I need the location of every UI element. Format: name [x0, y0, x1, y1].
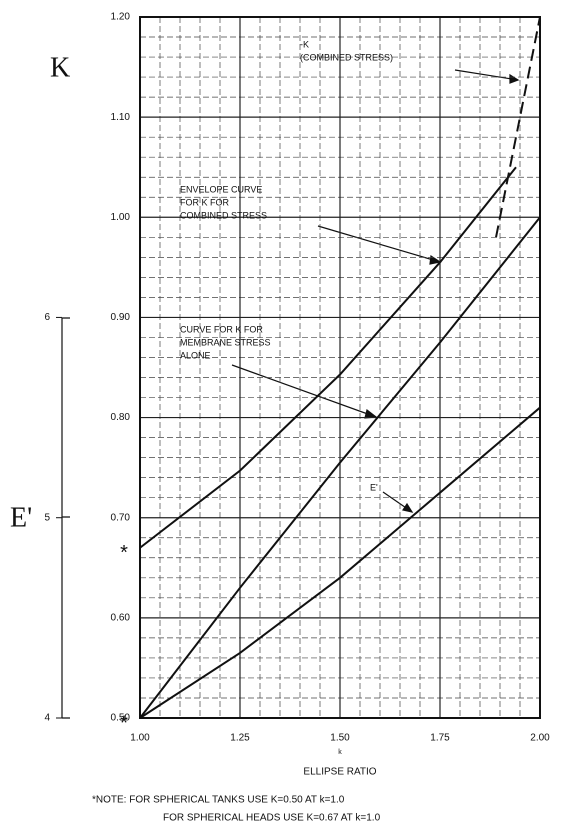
curve-label: E': [370, 482, 378, 492]
y-tick-label: 0.80: [111, 412, 131, 423]
series-line: [495, 16, 541, 238]
note-line: *NOTE: FOR SPHERICAL TANKS USE K=0.50 AT…: [92, 795, 345, 806]
plot-frame: [139, 16, 541, 719]
curve-label: MEMBRANE STRESS: [180, 337, 271, 347]
series-line: [139, 216, 541, 719]
note-line: FOR SPHERICAL HEADS USE K=0.67 AT k=1.0: [163, 813, 381, 824]
series-line: [139, 166, 517, 549]
x-axis-symbol: k: [338, 749, 342, 756]
y-axis-label: K: [50, 52, 70, 83]
y2-tick-label: 4: [44, 713, 50, 724]
curve-label: FOR K FOR: [180, 197, 229, 207]
x-axis-label: ELLIPSE RATIO: [303, 767, 376, 778]
y-tick-label: 0.90: [111, 312, 131, 323]
curve-label: (COMBINED STRESS): [300, 52, 393, 62]
x-tick-label: 1.50: [330, 733, 350, 744]
asterisk-marker: *: [120, 712, 128, 734]
y2-tick-label: 6: [44, 312, 50, 323]
x-tick-label: 1.25: [230, 733, 250, 744]
asterisk-marker: *: [120, 542, 128, 564]
y2-tick-label: 5: [44, 512, 50, 523]
curve-label: COMBINED STRESS: [180, 210, 267, 220]
y-tick-label: 1.20: [111, 12, 131, 23]
curve-label: CURVE FOR K FOR: [180, 324, 263, 334]
x-tick-label: 1.75: [430, 733, 450, 744]
curve-label: ALONE: [180, 350, 211, 360]
x-tick-label: 1.00: [130, 733, 150, 744]
curve-label: -K: [300, 39, 309, 49]
series-line: [139, 406, 541, 719]
y-tick-label: 1.10: [111, 112, 131, 123]
y-tick-label: 0.60: [111, 612, 131, 623]
annotation-arrows: [61, 69, 520, 719]
y2-axis-label: E': [10, 502, 32, 533]
y-tick-label: 0.70: [111, 512, 131, 523]
y-tick-label: 1.00: [111, 212, 131, 223]
x-tick-label: 2.00: [530, 733, 550, 744]
y-tick-label: 0.50: [111, 713, 131, 724]
curve-label: ENVELOPE CURVE: [180, 184, 262, 194]
